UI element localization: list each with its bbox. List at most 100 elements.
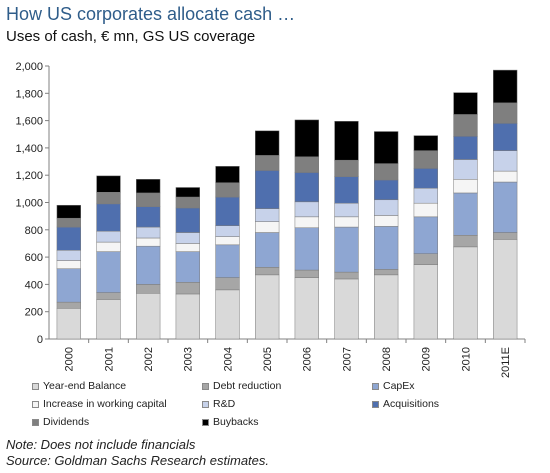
x-tick-label: 2005 [262, 347, 274, 371]
legend-item: Buybacks [202, 414, 372, 430]
legend-item: Year-end Balance [32, 378, 202, 394]
bar-segment [96, 251, 121, 293]
legend-swatch [372, 382, 379, 390]
legend-swatch [202, 400, 209, 408]
bar-segment [255, 130, 280, 156]
bar-segment [374, 269, 399, 276]
bar-segment [215, 196, 240, 226]
bar-segment [255, 274, 280, 340]
bar-segment [56, 268, 81, 303]
bar-segment [255, 221, 280, 233]
bar-segment [136, 237, 161, 247]
bar-segment [294, 227, 319, 271]
legend-label: Increase in working capital [43, 398, 167, 410]
bar-segment [215, 182, 240, 198]
bar-segment [294, 172, 319, 203]
bar-segment [294, 277, 319, 340]
x-tick-label: 2003 [183, 347, 195, 371]
bar-segment [374, 226, 399, 270]
bar-segment [96, 230, 121, 243]
legend-label: Year-end Balance [43, 380, 127, 392]
x-tick-label: 2011E [500, 347, 512, 378]
bar-segment [175, 207, 200, 233]
bar-segment [334, 271, 359, 280]
y-tick-label: 1,800 [15, 88, 43, 100]
bar-segment [334, 202, 359, 218]
bar-segment [413, 202, 438, 218]
bar-segment [215, 166, 240, 183]
bar-segment [453, 192, 478, 236]
legend-item: Debt reduction [202, 378, 372, 394]
bar-segment [334, 278, 359, 340]
bar-segment [453, 235, 478, 248]
x-tick-label: 2008 [381, 347, 393, 371]
bar-segment [413, 187, 438, 204]
legend-item: R&D [202, 396, 372, 412]
bar-segment [56, 301, 81, 309]
x-tick-label: 2006 [302, 347, 314, 371]
bar-segment [56, 217, 81, 228]
bar-segment [294, 119, 319, 158]
bar-segment [215, 289, 240, 340]
legend-swatch [32, 400, 39, 408]
bar-segment [493, 181, 518, 233]
bar-segment [136, 179, 161, 194]
bar-segment [96, 292, 121, 300]
chart-legend: Year-end Balance Debt reduction CapEx Incre… [32, 378, 472, 430]
bar-segment [453, 136, 478, 160]
bar-segment [493, 150, 518, 172]
bar-segment [413, 264, 438, 340]
note-text: Note: Does not include financials [6, 437, 196, 452]
legend-item: CapEx [372, 378, 472, 394]
y-tick-label: 400 [25, 279, 43, 291]
bar-segment [374, 163, 399, 181]
bar-segment [96, 299, 121, 340]
legend-empty-cell [372, 414, 472, 430]
x-tick-label: 2002 [143, 347, 155, 371]
bar-segment [136, 192, 161, 207]
bar-segment [96, 203, 121, 232]
bar-segment [255, 208, 280, 222]
bar-segment [294, 216, 319, 229]
chart-subtitle: Uses of cash, € mn, GS US coverage [6, 28, 256, 45]
legend-item: Acquisitions [372, 396, 472, 412]
bar-segment [175, 293, 200, 340]
legend-label: Dividends [43, 416, 90, 428]
bar-segment [294, 269, 319, 278]
bar-segment [493, 123, 518, 151]
bar-segment [96, 175, 121, 193]
legend-swatch [202, 418, 209, 426]
y-tick-label: 1,400 [15, 143, 43, 155]
bar-segment [374, 179, 399, 201]
bar-segment [215, 277, 240, 291]
bar-segment [255, 170, 280, 209]
x-tick-label: 2004 [222, 347, 234, 371]
bar-segment [493, 239, 518, 340]
legend-swatch [372, 400, 379, 408]
legend-swatch [202, 382, 209, 390]
bar-segment [334, 159, 359, 177]
bar-segment [255, 267, 280, 276]
y-tick-label: 1,200 [15, 170, 43, 182]
bar-segment [493, 170, 518, 183]
x-tick-label: 2009 [421, 347, 433, 371]
legend-swatch [32, 418, 39, 426]
bar-segment [56, 226, 81, 251]
bar-segment [294, 201, 319, 218]
bar-segment [96, 241, 121, 252]
bar-segment [493, 232, 518, 240]
chart-title: How US corporates allocate cash … [6, 4, 296, 24]
bar-segment [453, 159, 478, 180]
bar-segment [255, 155, 280, 171]
bar-segment [175, 243, 200, 252]
bar-segment [175, 251, 200, 283]
bar-segment [136, 293, 161, 340]
bar-segment [56, 250, 81, 261]
bar-segment [413, 135, 438, 151]
y-tick-label: 1,000 [15, 198, 43, 210]
legend-label: R&D [213, 398, 236, 410]
bar-segment [175, 187, 200, 198]
y-tick-label: 200 [25, 307, 43, 319]
bar-segment [413, 168, 438, 189]
